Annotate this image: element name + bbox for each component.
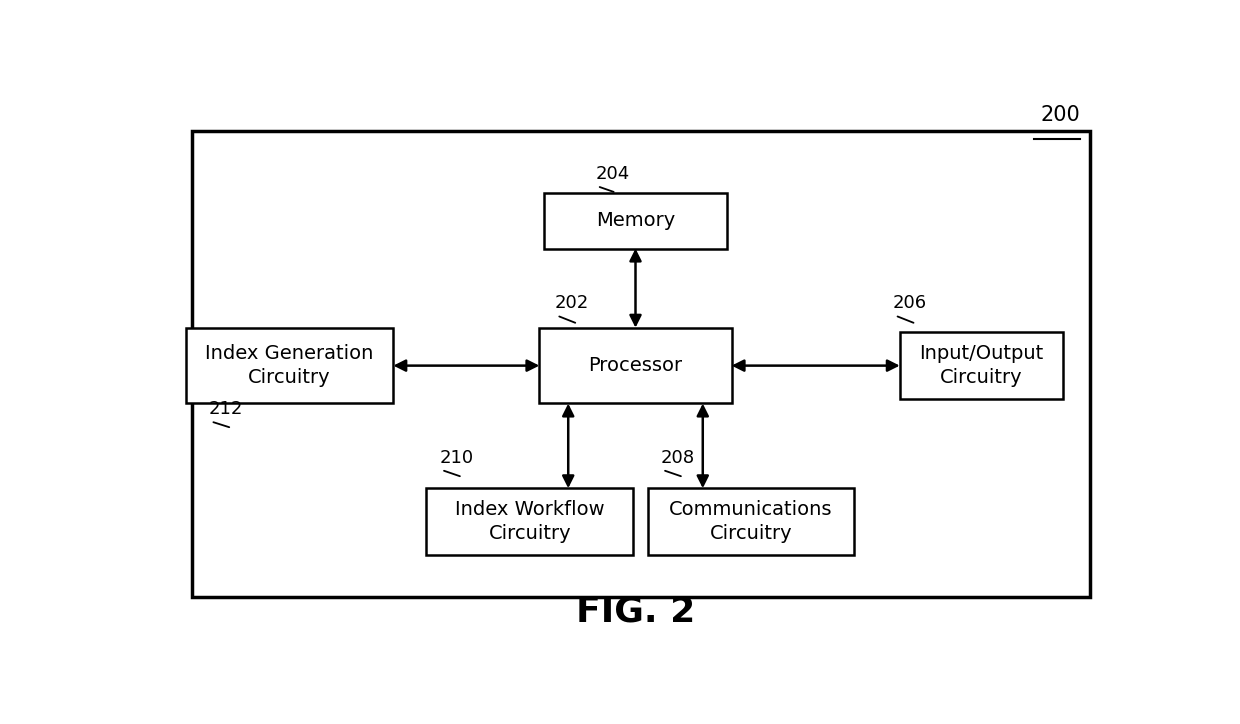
Bar [427,488,634,555]
Text: 212: 212 [208,400,243,418]
Bar [539,328,732,403]
Text: 204: 204 [595,165,630,182]
Text: Index Workflow: Index Workflow [455,500,605,519]
Text: Processor: Processor [589,356,682,375]
Text: 206: 206 [893,294,928,312]
Bar [900,332,1063,399]
Bar [647,488,854,555]
Text: Memory: Memory [596,211,675,230]
Bar [191,132,1090,597]
Text: FIG. 2: FIG. 2 [575,594,696,628]
Text: Communications: Communications [670,500,832,519]
Text: Input/Output: Input/Output [919,344,1044,363]
Text: 200: 200 [1040,105,1080,125]
Text: Circuitry: Circuitry [489,524,572,544]
Text: Circuitry: Circuitry [940,369,1023,387]
Text: 210: 210 [439,449,474,466]
Bar [544,193,727,248]
Text: 202: 202 [554,294,589,312]
Text: Circuitry: Circuitry [248,369,331,387]
Text: 208: 208 [661,449,694,466]
Text: Index Generation: Index Generation [206,344,373,363]
Text: Circuitry: Circuitry [709,524,792,544]
Bar [186,328,393,403]
